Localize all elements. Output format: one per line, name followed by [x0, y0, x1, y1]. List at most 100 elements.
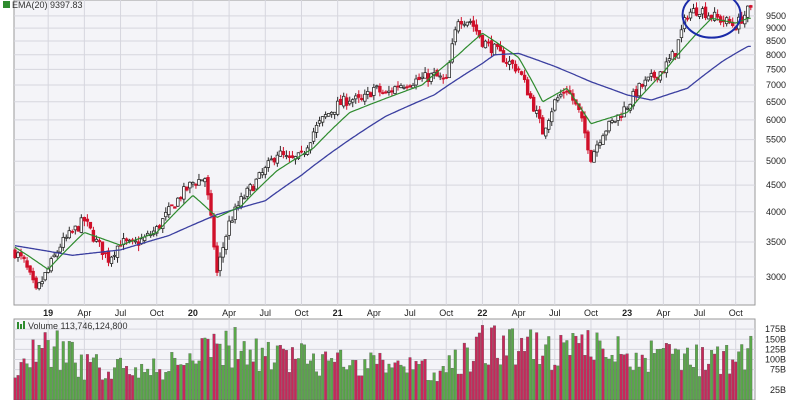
volume-bar	[188, 353, 192, 400]
candle-body	[257, 172, 261, 179]
candle-body	[622, 106, 626, 118]
volume-bar	[679, 370, 683, 400]
volume-bar	[333, 361, 337, 400]
candle-body	[456, 21, 460, 32]
volume-bar	[514, 364, 518, 400]
volume-bar	[85, 354, 89, 400]
volume-bar	[411, 369, 415, 400]
candle-body	[338, 98, 343, 106]
candle-body	[363, 93, 367, 102]
volume-bar	[128, 374, 132, 400]
candle-body	[462, 23, 467, 26]
candle-body	[372, 87, 376, 96]
price-y-tick-label: 7500	[766, 64, 786, 74]
candle-body	[88, 221, 93, 229]
candle-body	[239, 196, 243, 208]
candle-body	[387, 90, 391, 93]
volume-bar	[562, 342, 566, 400]
candle-body	[323, 114, 328, 118]
candle-body	[522, 74, 527, 81]
candle-body	[200, 179, 204, 182]
candle-body	[212, 215, 216, 248]
candle-body	[188, 181, 192, 189]
volume-bar	[13, 377, 17, 400]
volume-bar	[28, 367, 32, 400]
volume-bar	[664, 343, 668, 400]
volume-bar	[438, 370, 442, 400]
volume-bar	[300, 343, 303, 400]
volume-bar	[740, 344, 744, 400]
volume-bar	[312, 353, 315, 400]
price-y-tick-label: 4500	[766, 180, 786, 190]
candle-body	[58, 246, 62, 253]
volume-bar	[251, 361, 255, 400]
candle-body	[179, 196, 183, 200]
volume-bar	[586, 330, 590, 400]
volume-bar	[607, 358, 611, 400]
candle-body	[378, 85, 382, 93]
volume-bar	[426, 380, 430, 400]
candle-body	[559, 93, 563, 97]
price-y-tick-label: 7000	[766, 80, 786, 90]
candle-body	[706, 15, 711, 20]
candle-body	[194, 184, 198, 186]
candle-body	[197, 179, 201, 186]
volume-bar	[731, 359, 735, 400]
volume-bar	[737, 351, 741, 400]
volume-bar	[435, 381, 439, 400]
volume-bar	[107, 371, 110, 400]
volume-bar	[197, 360, 201, 400]
candle-body	[164, 212, 168, 218]
volume-bar	[318, 375, 322, 400]
candle-body	[399, 85, 403, 89]
candle-body	[565, 90, 569, 93]
candle-body	[227, 220, 231, 236]
volume-bar	[179, 364, 183, 400]
volume-legend-icon	[17, 321, 25, 329]
volume-bar	[480, 325, 484, 400]
x-tick-label: Oct	[294, 308, 309, 318]
volume-bar	[173, 357, 177, 400]
candle-body	[245, 187, 249, 197]
volume-bar	[79, 354, 83, 400]
candle-body	[173, 206, 177, 209]
candle-body	[133, 240, 138, 243]
candle-body	[483, 40, 488, 49]
volume-bar	[52, 346, 56, 400]
volume-bar	[695, 344, 698, 400]
volume-bar	[471, 360, 475, 400]
volume-y-tick-label: 125B	[765, 344, 786, 354]
candle-body	[345, 97, 349, 106]
volume-bar	[550, 369, 554, 400]
volume-bar	[242, 341, 246, 400]
volume-bar	[101, 379, 104, 400]
candle-body	[109, 256, 114, 264]
volume-bar	[577, 343, 581, 400]
volume-bar	[673, 348, 677, 400]
volume-bar	[728, 373, 732, 400]
volume-bar	[598, 340, 602, 400]
volume-bar	[70, 341, 74, 400]
price-y-tick-label: 9500	[766, 11, 786, 21]
volume-bar	[104, 378, 107, 400]
candle-body	[550, 111, 554, 123]
volume-bar	[203, 337, 207, 400]
volume-bar	[113, 367, 116, 400]
candle-body	[25, 260, 29, 268]
candle-body	[332, 111, 337, 115]
candle-body	[679, 29, 684, 39]
x-tick-label: Jul	[694, 308, 706, 318]
candle-body	[634, 89, 638, 98]
candle-body	[595, 144, 599, 153]
volume-bar	[309, 360, 312, 400]
volume-bar	[423, 359, 427, 400]
candle-body	[604, 130, 608, 136]
candle-body	[266, 160, 271, 168]
volume-bar	[652, 353, 656, 400]
volume-bar	[601, 348, 605, 400]
candle-body	[176, 197, 180, 207]
volume-bar	[658, 348, 662, 400]
volume-bar	[384, 372, 388, 400]
candle-body	[155, 226, 159, 234]
